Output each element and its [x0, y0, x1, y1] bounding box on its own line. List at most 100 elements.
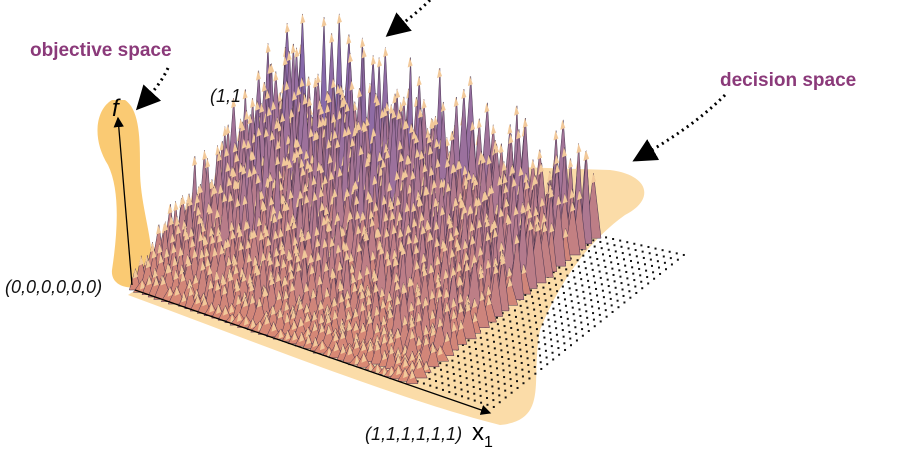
grid-dot [532, 302, 534, 304]
grid-dot [617, 263, 619, 265]
grid-dot [617, 300, 619, 302]
grid-dot [638, 268, 640, 270]
grid-dot [586, 317, 588, 319]
grid-dot [555, 327, 557, 329]
grid-dot [479, 388, 481, 390]
grid-dot [629, 254, 631, 256]
spike-tip [329, 33, 334, 43]
grid-dot [527, 357, 529, 359]
pointer-objective [138, 68, 168, 108]
grid-dot [566, 275, 568, 277]
grid-dot [538, 341, 540, 343]
spike-tip [507, 124, 512, 134]
grid-dot [545, 299, 547, 301]
grid-dot [560, 316, 562, 318]
grid-dot [649, 252, 651, 254]
grid-dot [528, 320, 530, 322]
grid-dot [618, 269, 620, 271]
grid-dot [578, 302, 580, 304]
grid-dot [521, 362, 523, 364]
grid-dot [549, 288, 551, 290]
grid-dot [436, 387, 438, 389]
grid-dot [548, 325, 550, 327]
spike-tip [383, 47, 388, 57]
grid-dot [498, 330, 500, 332]
grid-dot [503, 319, 505, 321]
grid-dot [492, 399, 494, 401]
grid-dot [500, 349, 502, 351]
grid-dot [610, 298, 612, 300]
grid-dot [651, 265, 653, 267]
grid-dot [492, 392, 494, 394]
spike-tip [250, 98, 255, 108]
grid-dot [657, 260, 659, 262]
grid-dot [584, 261, 586, 263]
grid-dot [539, 355, 541, 357]
grid-dot [622, 288, 624, 290]
grid-dot [565, 305, 567, 307]
grid-dot [587, 244, 589, 246]
grid-dot [609, 291, 611, 293]
grid-dot [546, 363, 548, 365]
grid-dot [575, 333, 577, 335]
grid-dot [490, 365, 492, 367]
spike-tip [553, 131, 558, 141]
grid-dot [453, 380, 455, 382]
grid-dot [593, 275, 595, 277]
grid-dot [531, 296, 533, 298]
grid-dot [536, 328, 538, 330]
grid-dot [554, 277, 556, 279]
spike-tip [337, 14, 342, 24]
grid-dot [504, 390, 506, 392]
grid-dot [671, 263, 673, 265]
grid-dot [499, 401, 501, 403]
grid-dot [591, 306, 593, 308]
grid-dot [498, 388, 500, 390]
grid-dot [567, 318, 569, 320]
spike-tip [560, 120, 565, 130]
grid-dot [468, 346, 470, 348]
grid-dot [563, 342, 565, 344]
grid-dot [569, 338, 571, 340]
grid-dot [510, 378, 512, 380]
grid-dot [641, 287, 643, 289]
grid-dot [580, 278, 582, 280]
grid-dot [603, 296, 605, 298]
grid-dot [656, 254, 658, 256]
grid-dot [628, 247, 630, 249]
grid-dot [482, 350, 484, 352]
grid-dot [609, 255, 611, 257]
grid-dot [573, 276, 575, 278]
spike-tip [499, 144, 504, 154]
grid-dot [572, 307, 574, 309]
grid-dot [606, 272, 608, 274]
grid-dot [574, 326, 576, 328]
grid-dot [546, 306, 548, 308]
grid-dot [460, 382, 462, 384]
grid-dot [644, 263, 646, 265]
grid-dot [607, 279, 609, 281]
grid-dot [527, 364, 529, 366]
x1-name: x [472, 419, 484, 446]
grid-dot [448, 391, 450, 393]
grid-dot [498, 394, 500, 396]
grid-dot [526, 307, 528, 309]
grid-dot [467, 391, 469, 393]
grid-dot [551, 301, 553, 303]
grid-dot [486, 339, 488, 341]
grid-dot [613, 274, 615, 276]
grid-dot [572, 270, 574, 272]
grid-dot [526, 351, 528, 353]
grid-dot [500, 343, 502, 345]
grid-dot [512, 340, 514, 342]
grid-dot [617, 306, 619, 308]
grid-dot [602, 290, 604, 292]
grid-dot [633, 279, 635, 281]
grid-dot [613, 244, 615, 246]
corner-x1-label: (1,1,1,1,1,1) [365, 424, 462, 444]
grid-dot [664, 262, 666, 264]
grid-dot [491, 385, 493, 387]
grid-dot [497, 323, 499, 325]
grid-dot [534, 366, 536, 368]
grid-dot [493, 341, 495, 343]
